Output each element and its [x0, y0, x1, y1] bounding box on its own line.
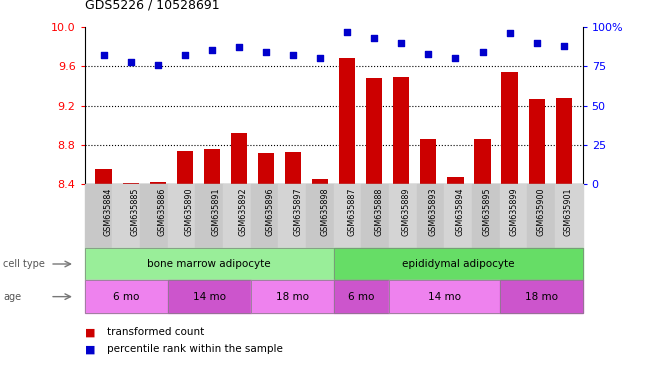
Text: 14 mo: 14 mo — [428, 291, 461, 302]
Text: GSM635886: GSM635886 — [158, 187, 167, 236]
Bar — [475, 139, 491, 184]
Bar — [204, 149, 220, 184]
Text: GSM635896: GSM635896 — [266, 187, 275, 236]
Text: GSM635897: GSM635897 — [293, 187, 302, 236]
Bar — [285, 152, 301, 184]
Point — [126, 58, 136, 65]
Text: GSM635901: GSM635901 — [564, 187, 573, 236]
Point — [505, 30, 515, 36]
Point — [342, 28, 352, 35]
Text: GSM635894: GSM635894 — [456, 187, 464, 236]
Text: GSM635899: GSM635899 — [510, 187, 519, 236]
Text: GSM635888: GSM635888 — [374, 187, 383, 236]
Point — [234, 44, 244, 50]
Bar — [447, 177, 464, 184]
Text: age: age — [3, 291, 21, 302]
Bar — [393, 77, 409, 184]
Text: GSM635890: GSM635890 — [185, 187, 194, 236]
Text: GSM635891: GSM635891 — [212, 187, 221, 236]
Point — [180, 52, 190, 58]
Point — [531, 40, 542, 46]
Text: GSM635885: GSM635885 — [131, 187, 140, 236]
Text: epididymal adipocyte: epididymal adipocyte — [402, 259, 514, 269]
Text: 14 mo: 14 mo — [193, 291, 226, 302]
Text: GSM635887: GSM635887 — [347, 187, 356, 236]
Bar — [421, 139, 436, 184]
Text: GSM635900: GSM635900 — [536, 187, 546, 236]
Bar — [366, 78, 382, 184]
Text: GSM635893: GSM635893 — [428, 187, 437, 236]
Bar — [122, 183, 139, 184]
Point — [206, 47, 217, 53]
Point — [288, 52, 298, 58]
Text: 18 mo: 18 mo — [275, 291, 309, 302]
Bar — [501, 72, 518, 184]
Point — [423, 51, 434, 57]
Point — [559, 43, 569, 49]
Bar — [555, 98, 572, 184]
Text: 6 mo: 6 mo — [348, 291, 374, 302]
Point — [396, 40, 406, 46]
Bar — [312, 179, 328, 184]
Text: GSM635889: GSM635889 — [401, 187, 410, 236]
Text: GSM635898: GSM635898 — [320, 187, 329, 236]
Bar — [339, 58, 355, 184]
Text: cell type: cell type — [3, 259, 45, 269]
Text: transformed count: transformed count — [107, 327, 204, 337]
Point — [477, 49, 488, 55]
Text: GSM635884: GSM635884 — [104, 187, 113, 236]
Text: 18 mo: 18 mo — [525, 291, 558, 302]
Text: bone marrow adipocyte: bone marrow adipocyte — [147, 259, 271, 269]
Text: ■: ■ — [85, 327, 95, 337]
Point — [450, 55, 461, 61]
Bar — [231, 133, 247, 184]
Text: ■: ■ — [85, 344, 95, 354]
Point — [152, 61, 163, 68]
Point — [261, 49, 271, 55]
Point — [315, 55, 326, 61]
Bar — [529, 99, 545, 184]
Bar — [96, 169, 112, 184]
Text: GSM635892: GSM635892 — [239, 187, 248, 236]
Text: GSM635895: GSM635895 — [482, 187, 492, 236]
Point — [98, 52, 109, 58]
Text: percentile rank within the sample: percentile rank within the sample — [107, 344, 283, 354]
Bar — [176, 151, 193, 184]
Point — [369, 35, 380, 41]
Text: 6 mo: 6 mo — [113, 291, 139, 302]
Bar — [258, 153, 274, 184]
Text: GDS5226 / 10528691: GDS5226 / 10528691 — [85, 0, 219, 12]
Bar — [150, 182, 166, 184]
